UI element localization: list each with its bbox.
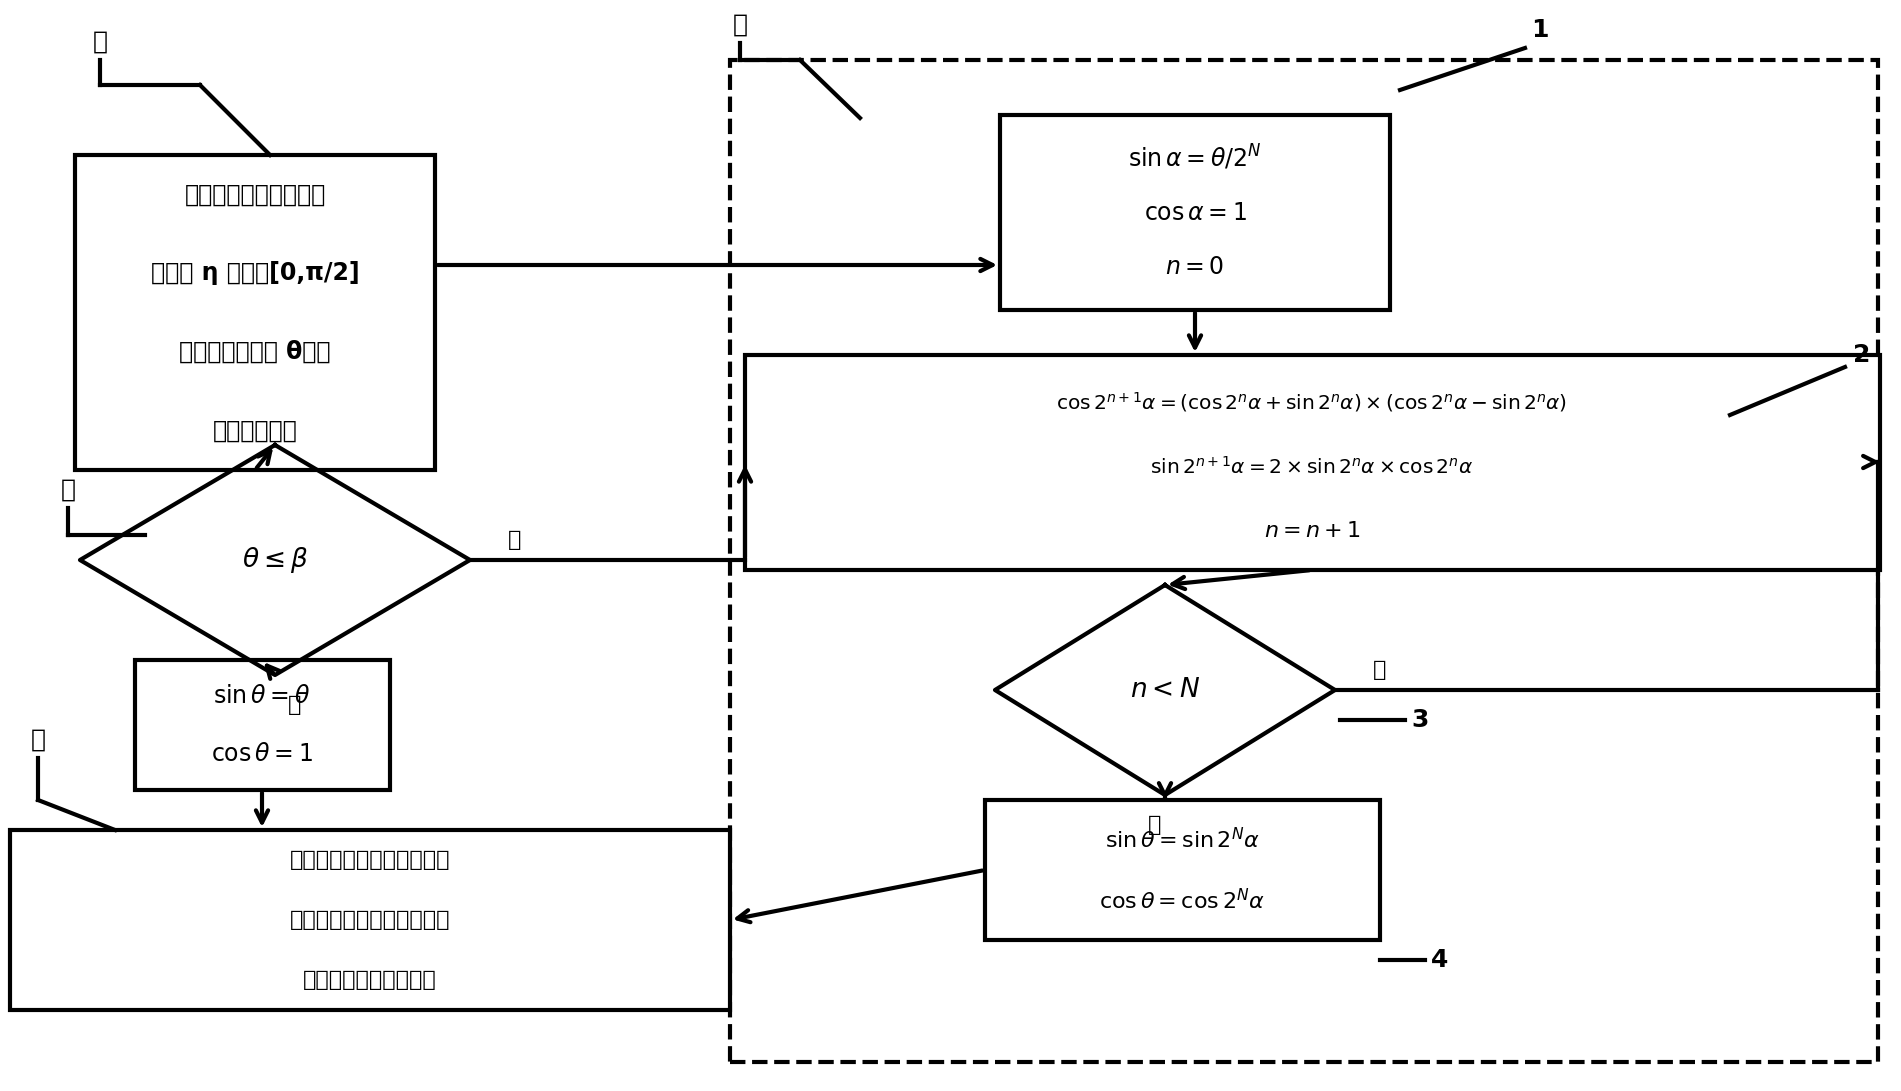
Text: 否: 否	[508, 530, 521, 550]
Text: $n<N$: $n<N$	[1129, 678, 1200, 703]
Text: 4: 4	[1431, 948, 1449, 972]
Bar	[985, 800, 1380, 940]
Text: 将角度 η 映射到[0,π/2]: 将角度 η 映射到[0,π/2]	[150, 261, 359, 285]
Text: $\cos\theta=1$: $\cos\theta=1$	[211, 742, 314, 766]
Text: $\cos\alpha=1$: $\cos\alpha=1$	[1144, 201, 1247, 225]
Text: 是: 是	[289, 695, 302, 715]
Text: 内成为输入角度 θ，并: 内成为输入角度 θ，并	[179, 340, 331, 364]
Bar	[730, 60, 1878, 1062]
Text: 二: 二	[61, 478, 76, 502]
Text: 值，得到最终正余弦值: 值，得到最终正余弦值	[302, 970, 437, 990]
Text: 三: 三	[732, 13, 747, 37]
Bar	[745, 355, 1880, 570]
Text: 根据符号位判断所得到的结: 根据符号位判断所得到的结	[289, 850, 451, 870]
Text: 1: 1	[1530, 17, 1549, 41]
Text: $n=n+1$: $n=n+1$	[1264, 521, 1361, 541]
Text: 四: 四	[30, 728, 46, 752]
Text: 设置符号位；: 设置符号位；	[213, 419, 297, 443]
Text: $\sin\alpha=\theta/2^N$: $\sin\alpha=\theta/2^N$	[1127, 143, 1262, 172]
Text: $\sin\theta=\theta$: $\sin\theta=\theta$	[213, 684, 310, 708]
Polygon shape	[80, 445, 470, 675]
Bar	[10, 830, 730, 1010]
Text: 2: 2	[1853, 343, 1871, 367]
Text: 是: 是	[1373, 660, 1386, 680]
Text: 根据三角函数的周期性: 根据三角函数的周期性	[184, 182, 325, 206]
Text: 果的正负，赋予正余弦函数: 果的正负，赋予正余弦函数	[289, 910, 451, 930]
Text: $\cos 2^{n+1}\alpha=(\cos 2^n\alpha+\sin 2^n\alpha)\times(\cos 2^n\alpha-\sin 2^: $\cos 2^{n+1}\alpha=(\cos 2^n\alpha+\sin…	[1057, 391, 1568, 415]
Bar	[1000, 115, 1390, 310]
Bar	[74, 155, 435, 470]
Text: $n=0$: $n=0$	[1165, 255, 1224, 279]
Text: 3: 3	[1411, 708, 1430, 732]
Text: $\sin\theta=\sin 2^N\alpha$: $\sin\theta=\sin 2^N\alpha$	[1104, 827, 1260, 852]
Polygon shape	[994, 585, 1335, 795]
Text: 否: 否	[1148, 815, 1162, 835]
Text: $\sin 2^{n+1}\alpha=2\times\sin 2^n\alpha\times\cos 2^n\alpha$: $\sin 2^{n+1}\alpha=2\times\sin 2^n\alph…	[1150, 456, 1473, 478]
Text: 一: 一	[93, 29, 108, 53]
Text: $\theta\leq\beta$: $\theta\leq\beta$	[241, 546, 308, 575]
Text: $\cos\theta=\cos 2^N\alpha$: $\cos\theta=\cos 2^N\alpha$	[1099, 888, 1264, 913]
Bar	[135, 660, 390, 790]
